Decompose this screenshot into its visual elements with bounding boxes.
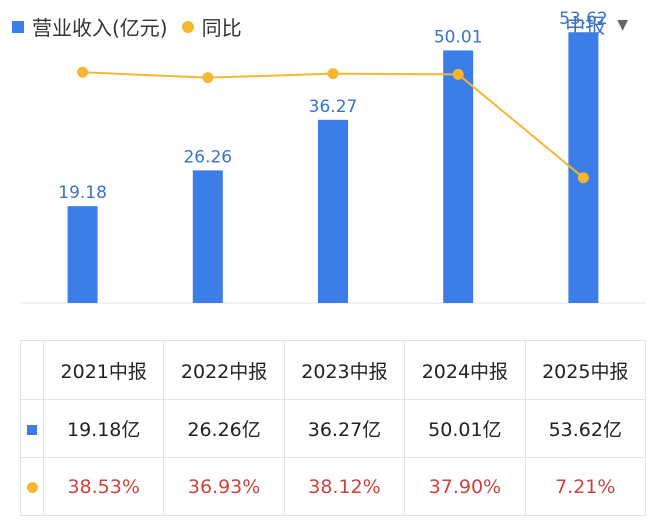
table-cell: 37.90% bbox=[404, 457, 526, 516]
table-row-revenue: 19.18亿 26.26亿 36.27亿 50.01亿 53.62亿 bbox=[20, 399, 647, 458]
yoy-point bbox=[327, 68, 339, 80]
table-corner-cell bbox=[20, 340, 44, 400]
revenue-bar bbox=[67, 206, 98, 303]
yoy-legend-label: 同比 bbox=[201, 16, 242, 40]
revenue-bar bbox=[443, 50, 474, 304]
yoy-point bbox=[77, 66, 89, 78]
yoy-point bbox=[202, 72, 214, 84]
table-header-cell: 2021中报 bbox=[42, 340, 165, 400]
yoy-row-marker bbox=[20, 457, 44, 516]
table-header-cell: 2024中报 bbox=[404, 340, 526, 400]
bar-value-label: 50.01 bbox=[434, 27, 483, 47]
table-cell: 36.93% bbox=[163, 457, 285, 516]
revenue-chart: 19.18 26.26 36.27 50.01 53.62 bbox=[20, 9, 646, 304]
table-row-yoy: 38.53% 36.93% 38.12% 37.90% 7.21% bbox=[20, 457, 647, 516]
yoy-point bbox=[577, 172, 589, 184]
revenue-bar bbox=[568, 32, 599, 304]
table-header-cell: 2023中报 bbox=[283, 340, 406, 400]
table-cell: 50.01亿 bbox=[404, 399, 526, 458]
revenue-row-marker bbox=[20, 399, 44, 458]
data-table: 2021中报 2022中报 2023中报 2024中报 2025中报 19.18… bbox=[20, 340, 647, 516]
table-cell: 38.53% bbox=[42, 457, 165, 516]
dot-marker-icon bbox=[26, 481, 38, 493]
bar-value-label: 26.26 bbox=[183, 147, 232, 167]
table-cell: 36.27亿 bbox=[283, 399, 406, 458]
table-header-row: 2021中报 2022中报 2023中报 2024中报 2025中报 bbox=[20, 340, 647, 400]
table-cell: 19.18亿 bbox=[42, 399, 165, 458]
bar-value-label: 36.27 bbox=[309, 97, 358, 117]
yoy-point bbox=[452, 68, 464, 80]
legend: 营业收入(亿元) 同比 bbox=[12, 12, 242, 41]
revenue-bar bbox=[318, 119, 348, 303]
table-header-cell: 2022中报 bbox=[163, 340, 285, 400]
revenue-legend-label: 营业收入(亿元) bbox=[32, 16, 168, 40]
chevron-down-icon: ▼ bbox=[617, 16, 628, 33]
yoy-legend-swatch bbox=[181, 20, 194, 33]
bar-value-label: 19.18 bbox=[58, 183, 107, 203]
table-cell: 38.12% bbox=[283, 457, 406, 516]
bar-value-label: 53.62 bbox=[559, 9, 608, 29]
table-header-cell: 2025中报 bbox=[524, 340, 647, 400]
revenue-bar bbox=[192, 170, 223, 303]
table-cell: 53.62亿 bbox=[524, 399, 647, 458]
revenue-legend-swatch bbox=[12, 20, 24, 33]
table-cell: 7.21% bbox=[524, 457, 647, 516]
square-marker-icon bbox=[27, 424, 37, 435]
table-cell: 26.26亿 bbox=[163, 399, 285, 458]
